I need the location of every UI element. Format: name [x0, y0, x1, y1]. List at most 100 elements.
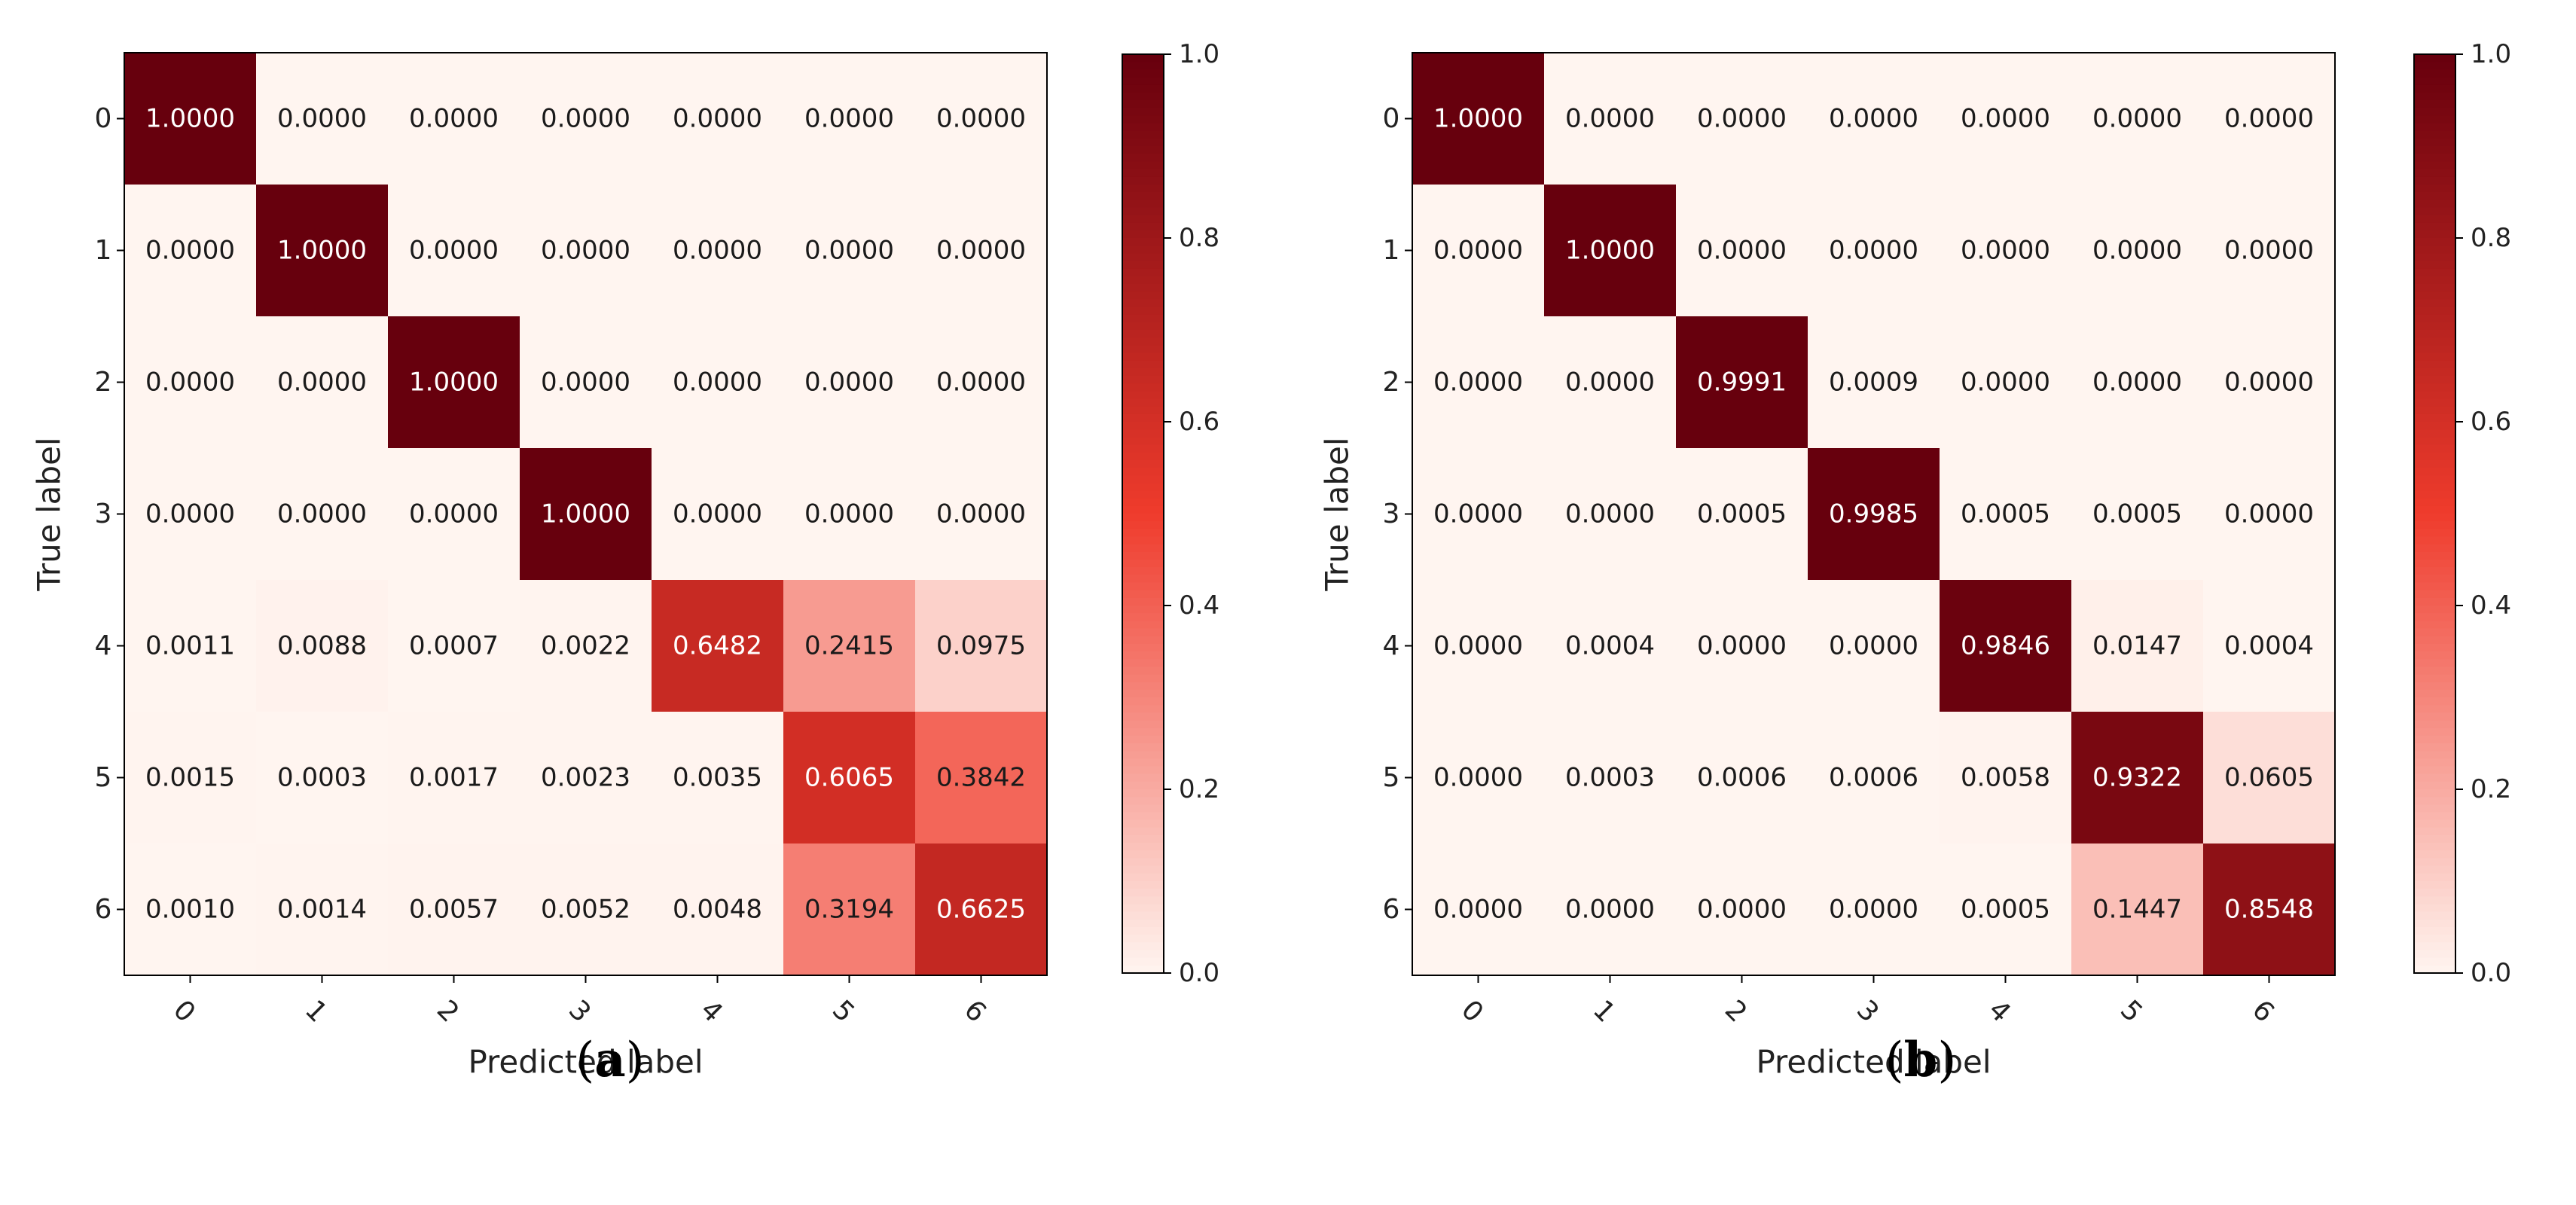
colorbar-segment [1122, 536, 1164, 545]
colorbar-segment [1122, 643, 1164, 652]
heatmap-cell [124, 844, 256, 975]
colorbar-segment [1122, 667, 1164, 676]
cell-value-label: 0.0000 [541, 368, 630, 398]
colorbar-segment [1122, 138, 1164, 147]
colorbar-segment [1122, 215, 1164, 224]
colorbar-segment [1122, 291, 1164, 300]
colorbar-segment [1122, 284, 1164, 292]
colorbar-segment [1122, 322, 1164, 331]
heatmap-cell [915, 448, 1047, 580]
colorbar-segment [1122, 207, 1164, 216]
cell-value-label: 0.0010 [145, 895, 235, 925]
colorbar-segment [1122, 950, 1164, 959]
heatmap-cell [124, 712, 256, 844]
colorbar-segment [1122, 483, 1164, 492]
colorbar-segment [1122, 935, 1164, 944]
cell-value-label: 0.0000 [804, 368, 894, 398]
colorbar-segment [1122, 597, 1164, 606]
heatmap-cell [388, 712, 520, 844]
colorbar-segment [1122, 751, 1164, 760]
colorbar-segment [1122, 957, 1164, 966]
x-tick-label: 2 [431, 994, 465, 1028]
colorbar-segment [1122, 582, 1164, 591]
colorbar-segment [1122, 429, 1164, 438]
cell-value-label: 0.3194 [804, 895, 894, 925]
cell-value-label: 0.0000 [804, 104, 894, 134]
colorbar-segment [1122, 376, 1164, 384]
cell-value-label: 0.0000 [936, 104, 1026, 134]
cell-value-label: 0.6482 [673, 631, 762, 661]
heatmap-cell [256, 316, 388, 448]
cell-value-label: 0.0003 [277, 763, 367, 793]
y-tick-label: 0 [95, 103, 112, 134]
colorbar-segment [1122, 92, 1164, 101]
colorbar-segment [1122, 720, 1164, 729]
colorbar-segment [1122, 819, 1164, 828]
cell-value-label: 0.0011 [145, 631, 235, 661]
colorbar-segment [1122, 253, 1164, 262]
colorbar-segment [1122, 797, 1164, 806]
heatmap-cell [520, 185, 652, 316]
colorbar-segment [1122, 413, 1164, 423]
cell-value-label: 0.0048 [673, 895, 762, 925]
x-axis-label: Predicted label [468, 1044, 703, 1081]
caption-a: (a) [575, 1032, 645, 1088]
colorbar-segment [1122, 827, 1164, 836]
colorbar-segment [1122, 307, 1164, 316]
heatmap-cell [783, 448, 915, 580]
cell-value-label: 0.0000 [804, 236, 894, 266]
colorbar-segment [1122, 337, 1164, 346]
colorbar-segment [1122, 169, 1164, 178]
cell-value-label: 0.0023 [541, 763, 630, 793]
x-tick-label: 3 [563, 994, 597, 1028]
colorbar-segment [1122, 314, 1164, 323]
cell-value-label: 0.0007 [409, 631, 499, 661]
heatmap-cell [520, 448, 652, 580]
colorbar-segment [1122, 728, 1164, 737]
colorbar-segment [1122, 108, 1164, 117]
colorbar-segment [1122, 261, 1164, 270]
colorbar-segment [1122, 606, 1164, 614]
colorbar-tick-label: 0.4 [1179, 590, 1219, 621]
colorbar-segment [1122, 896, 1164, 905]
cell-value-label: 0.0000 [936, 368, 1026, 398]
x-tick-label: 6 [958, 994, 992, 1028]
colorbar-segment [1122, 965, 1164, 974]
heatmap-cell [783, 185, 915, 316]
y-tick-label: 6 [95, 894, 112, 925]
cell-value-label: 0.0017 [409, 763, 499, 793]
heatmap-cell [915, 316, 1047, 448]
x-tick-label: 4 [694, 994, 728, 1028]
heatmap-cell [652, 448, 783, 580]
colorbar-segment [1122, 383, 1164, 392]
colorbar-segment [1122, 330, 1164, 338]
colorbar-segment [1122, 881, 1164, 889]
colorbar-segment [1122, 712, 1164, 721]
colorbar-segment [1122, 636, 1164, 645]
heatmap-grid: 1.0000 0.0000 0.0000 0.0000 0.0000 0.0000 0.00… [31, 52, 1048, 1081]
cell-value-label: 0.0000 [277, 368, 367, 398]
heatmap-cell [915, 185, 1047, 316]
heatmap-cell [388, 580, 520, 712]
colorbar-segment [1122, 812, 1164, 821]
cell-value-label: 0.0022 [541, 631, 630, 661]
colorbar-segment [1122, 551, 1164, 560]
colorbar-segment [1122, 835, 1164, 844]
colorbar-segment [1122, 873, 1164, 882]
colorbar-segment [1122, 437, 1164, 446]
colorbar-segment [1122, 697, 1164, 706]
cell-value-label: 1.0000 [277, 236, 367, 266]
colorbar-segment [1122, 238, 1164, 246]
heatmap-cell [915, 712, 1047, 844]
cell-value-label: 0.0000 [409, 104, 499, 134]
colorbar-segment [1122, 398, 1164, 407]
cell-value-label: 0.0014 [277, 895, 367, 925]
heatmap-cell [520, 844, 652, 975]
cell-value-label: 0.0057 [409, 895, 499, 925]
x-tick-label: 1 [299, 994, 333, 1028]
colorbar-segment [1122, 735, 1164, 744]
cell-value-label: 0.0000 [541, 236, 630, 266]
heatmap-cell [124, 53, 256, 185]
cell-value-label: 0.6625 [936, 895, 1026, 925]
